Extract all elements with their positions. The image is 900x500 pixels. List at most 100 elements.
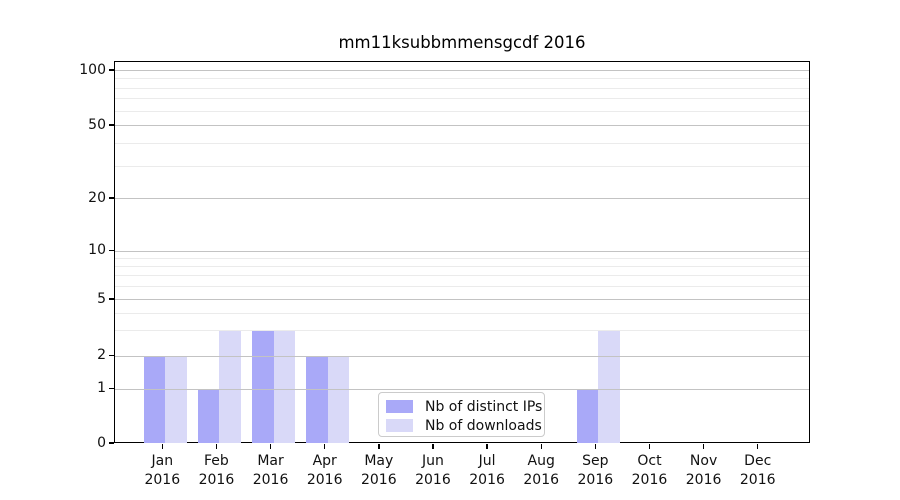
minor-gridline-8 <box>115 266 809 268</box>
legend: Nb of distinct IPs Nb of downloads <box>378 392 545 437</box>
x-tick-label-year-dec: 2016 <box>739 471 776 488</box>
minor-gridline-30 <box>115 165 809 167</box>
x-tick-label-month-aug: Aug <box>527 453 555 469</box>
x-tick-label-month-oct: Oct <box>637 453 662 469</box>
y-tick-mark-20 <box>109 197 114 199</box>
y-tick-label-100: 100 <box>79 61 106 78</box>
x-tick-label-may: May 2016 <box>334 452 424 489</box>
major-gridline-2 <box>115 355 809 357</box>
x-tick-label-nov: Nov 2016 <box>659 452 749 489</box>
major-gridline-50 <box>115 125 809 126</box>
x-tick-mark-jun <box>432 444 434 449</box>
x-tick-label-aug: Aug 2016 <box>496 452 586 489</box>
x-tick-label-feb: Feb 2016 <box>171 452 261 489</box>
y-tick-mark-0 <box>109 442 114 444</box>
minor-gridline-80 <box>115 87 809 89</box>
x-tick-label-year-apr: 2016 <box>306 471 343 488</box>
minor-gridline-40 <box>115 142 809 144</box>
x-tick-label-year-jun: 2016 <box>415 471 451 488</box>
minor-gridline-4 <box>115 312 809 314</box>
x-tick-mark-nov <box>702 444 705 449</box>
major-gridline-20 <box>115 198 809 199</box>
x-tick-mark-mar <box>269 444 272 449</box>
minor-gridline-90 <box>115 78 809 80</box>
x-tick-label-sep: Sep 2016 <box>550 452 640 489</box>
bar-distinct-ips-mar <box>252 330 274 443</box>
x-tick-mark-aug <box>540 444 542 449</box>
bar-distinct-ips-jan <box>143 355 166 443</box>
y-tick-label-2: 2 <box>97 347 106 363</box>
x-tick-label-month-may: May <box>364 453 394 469</box>
legend-label-distinct-ips: Nb of distinct IPs <box>425 398 543 415</box>
minor-gridline-9 <box>115 257 809 259</box>
x-tick-label-month-mar: Mar <box>257 453 284 469</box>
plot-area <box>114 61 810 443</box>
x-tick-label-jan: Jan 2016 <box>117 452 207 489</box>
y-tick-mark-5 <box>109 298 114 300</box>
x-tick-label-year-sep: 2016 <box>577 471 614 488</box>
x-tick-mark-jul <box>486 444 488 449</box>
x-tick-mark-dec <box>757 444 759 449</box>
x-tick-mark-apr <box>323 444 326 449</box>
legend-label-downloads: Nb of downloads <box>425 417 542 434</box>
y-tick-mark-10 <box>109 249 114 252</box>
x-tick-label-year-mar: 2016 <box>252 471 289 488</box>
x-tick-label-month-jun: Jun <box>422 453 444 469</box>
x-tick-mark-sep <box>594 444 597 449</box>
bar-distinct-ips-sep <box>576 388 599 443</box>
x-tick-label-apr: Apr 2016 <box>280 452 370 489</box>
x-tick-label-month-jul: Jul <box>478 453 496 469</box>
y-tick-label-50: 50 <box>88 116 106 133</box>
x-tick-label-month-jan: Jan <box>151 453 174 469</box>
x-tick-label-year-oct: 2016 <box>631 471 668 488</box>
major-gridline-5 <box>115 299 809 300</box>
x-tick-mark-feb <box>215 444 218 449</box>
minor-gridline-60 <box>115 110 809 112</box>
legend-swatch-downloads <box>386 419 413 432</box>
legend-swatch-distinct-ips <box>386 400 413 413</box>
y-tick-label-1: 1 <box>97 380 106 396</box>
major-gridline-1 <box>115 388 809 390</box>
minor-gridline-6 <box>115 286 809 288</box>
x-tick-label-year-jan: 2016 <box>144 471 181 488</box>
minor-gridline-7 <box>115 275 809 277</box>
bar-downloads-jan <box>165 355 187 443</box>
y-tick-mark-50 <box>109 124 114 126</box>
minor-gridline-3 <box>115 330 809 332</box>
x-tick-label-year-may: 2016 <box>360 471 397 488</box>
x-tick-label-mar: Mar 2016 <box>226 452 316 489</box>
x-tick-label-month-sep: Sep <box>582 453 609 469</box>
x-tick-mark-jan <box>161 444 163 449</box>
minor-gridline-70 <box>115 98 809 100</box>
y-tick-mark-1 <box>109 387 114 390</box>
chart-title: mm11ksubbmmensgcdf 2016 <box>338 33 586 52</box>
bar-distinct-ips-feb <box>197 388 220 443</box>
x-tick-label-jun: Jun 2016 <box>388 452 478 489</box>
y-tick-label-5: 5 <box>97 290 106 307</box>
x-tick-label-month-feb: Feb <box>204 453 229 469</box>
x-tick-label-year-aug: 2016 <box>523 471 560 488</box>
major-gridline-10 <box>115 250 809 252</box>
bar-downloads-feb <box>219 330 241 443</box>
bar-downloads-mar <box>273 330 296 443</box>
y-tick-label-10: 10 <box>88 242 106 258</box>
x-tick-label-month-nov: Nov <box>689 453 718 469</box>
y-tick-mark-2 <box>109 354 114 357</box>
legend-entry-distinct-ips: Nb of distinct IPs <box>386 397 544 416</box>
x-tick-mark-oct <box>648 444 651 449</box>
x-tick-label-year-nov: 2016 <box>685 471 722 488</box>
y-tick-label-0: 0 <box>97 434 106 451</box>
y-tick-mark-100 <box>109 69 114 71</box>
x-tick-label-dec: Dec 2016 <box>713 452 803 489</box>
x-tick-label-month-dec: Dec <box>744 453 772 469</box>
y-tick-label-20: 20 <box>88 189 106 206</box>
bar-distinct-ips-apr <box>306 355 328 443</box>
major-gridline-100 <box>115 70 809 71</box>
bar-downloads-apr <box>327 355 350 443</box>
x-tick-label-jul: Jul 2016 <box>442 452 532 489</box>
x-tick-label-month-apr: Apr <box>312 453 337 469</box>
x-tick-label-year-jul: 2016 <box>469 471 505 488</box>
bar-downloads-sep <box>598 330 620 443</box>
x-tick-label-oct: Oct 2016 <box>604 452 694 489</box>
